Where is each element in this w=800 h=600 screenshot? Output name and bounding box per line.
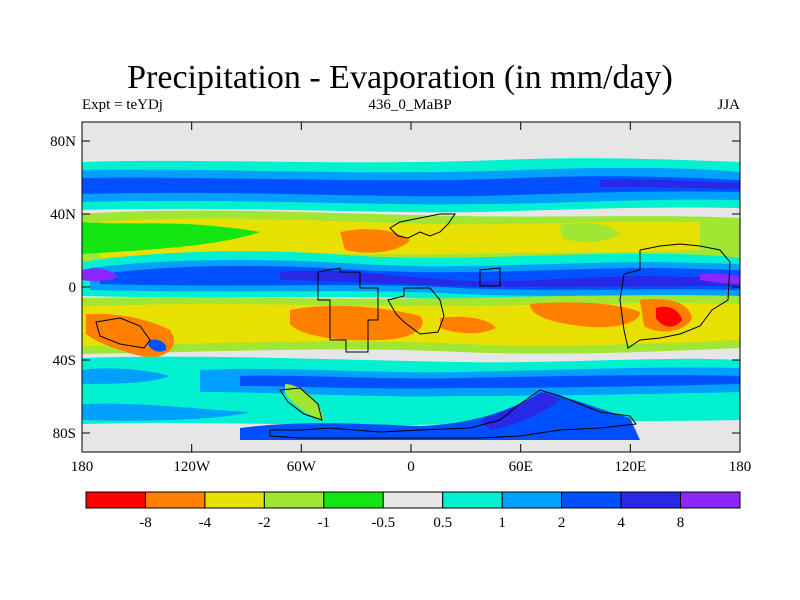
- colorbar: [85, 491, 741, 509]
- colorbar-swatch: [323, 491, 384, 509]
- y-tick-label: 40S: [53, 353, 76, 369]
- x-axis-ticks: [81, 122, 741, 452]
- colorbar-label: -2: [258, 515, 271, 531]
- x-tick-label: 120E: [614, 459, 646, 475]
- colorbar-swatch: [501, 491, 563, 509]
- colorbar-swatch: [561, 491, 622, 509]
- time-label: 436_0_MaBP: [368, 97, 452, 113]
- colorbar-swatch: [204, 491, 265, 509]
- colorbar-swatch: [144, 491, 206, 509]
- colorbar-label: 8: [677, 515, 685, 531]
- y-tick-label: 80S: [53, 426, 76, 442]
- season-label: JJA: [717, 97, 740, 113]
- colorbar-swatch: [382, 491, 444, 509]
- y-tick-label: 0: [69, 280, 77, 296]
- x-tick-label: 180: [71, 459, 94, 475]
- colorbar-labels: -8 -4 -2 -1 -0.5 0.5 1 2 4 8: [139, 515, 684, 531]
- colorbar-label: -0.5: [371, 515, 395, 531]
- continent-outlines: [95, 213, 731, 439]
- colorbar-label: 2: [558, 515, 566, 531]
- precip-evap-field: [82, 122, 740, 452]
- y-tick-label: 80N: [50, 134, 76, 150]
- colorbar-swatch: [85, 491, 146, 509]
- colorbar-swatch: [442, 491, 503, 509]
- colorbar-label: 1: [498, 515, 506, 531]
- x-tick-label: 0: [407, 459, 415, 475]
- plot-title: Precipitation - Evaporation (in mm/day): [127, 59, 673, 96]
- y-tick-label: 40N: [50, 207, 76, 223]
- colorbar-label: -1: [318, 515, 331, 531]
- colorbar-label: 4: [617, 515, 625, 531]
- experiment-label: Expt = teYDj: [82, 97, 163, 113]
- colorbar-swatch: [680, 491, 741, 509]
- x-tick-label: 60W: [287, 459, 317, 475]
- colorbar-label: -4: [199, 515, 212, 531]
- x-tick-label: 180: [729, 459, 752, 475]
- colorbar-label: 0.5: [433, 515, 452, 531]
- colorbar-swatch: [620, 491, 682, 509]
- colorbar-label: -8: [139, 515, 152, 531]
- colorbar-swatch: [263, 491, 325, 509]
- x-tick-label: 60E: [509, 459, 533, 475]
- x-tick-label: 120W: [173, 459, 211, 475]
